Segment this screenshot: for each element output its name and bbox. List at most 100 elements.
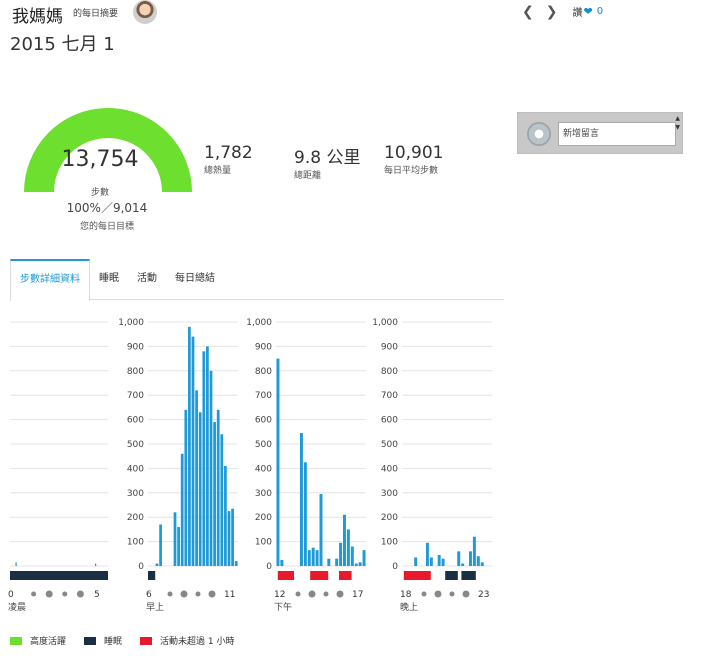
- period-label: 晚上: [400, 602, 418, 613]
- chart-bar: [457, 551, 461, 566]
- chart-bar: [327, 558, 331, 566]
- goal-progress: 100%／9,014: [66, 201, 148, 215]
- detail-tabs: 步數詳細資料 睡眠 活動 每日總結: [10, 259, 504, 301]
- y-tick-label: 200: [381, 513, 398, 523]
- chart-bar: [339, 542, 343, 566]
- y-tick-label: 700: [255, 391, 272, 401]
- stat-calories: 1,782 總熱量: [204, 143, 253, 176]
- hour-dot: [449, 591, 455, 597]
- hour-dot: [195, 591, 201, 597]
- comment-panel: ▲▼: [517, 112, 683, 154]
- hour-dot: [76, 590, 84, 598]
- steps-gauge: [24, 108, 192, 193]
- y-tick-label: 500: [381, 440, 398, 450]
- period-label: 凌晨: [8, 601, 26, 613]
- like-button[interactable]: 讚 ❤ 0: [572, 4, 603, 19]
- legend-item-sleep: 睡眠: [84, 634, 122, 647]
- chart-bar: [180, 453, 184, 566]
- chart-bar: [159, 524, 162, 566]
- user-avatar: [527, 122, 551, 146]
- hour-dot: [180, 590, 188, 598]
- x-end-label: 5: [94, 590, 100, 600]
- y-tick-label: 600: [255, 416, 272, 426]
- y-tick-label: 800: [255, 367, 272, 377]
- y-tick-label: 700: [381, 391, 398, 401]
- hour-dot: [45, 590, 53, 598]
- chart-bar: [220, 434, 224, 566]
- chart-bar: [319, 494, 323, 566]
- chart-bar: [184, 409, 188, 566]
- owner-avatar[interactable]: [133, 0, 157, 24]
- chart-bar: [335, 558, 339, 566]
- stat-label: 總熱量: [204, 166, 232, 176]
- y-tick-label: 400: [381, 464, 398, 474]
- chart-bar: [311, 547, 315, 566]
- stat-value: 1,782: [204, 143, 253, 163]
- y-tick-label: 400: [255, 464, 272, 474]
- chart-bar: [188, 326, 191, 566]
- owner-name: 我媽媽: [12, 7, 63, 27]
- legend-label: 高度活躍: [30, 637, 67, 647]
- chart-bar: [346, 529, 350, 566]
- chart-bar: [280, 559, 284, 566]
- chart-bar: [468, 551, 472, 566]
- y-tick-label: 900: [255, 342, 272, 352]
- chart-bar: [276, 358, 280, 566]
- stat-value: 10,901: [384, 143, 444, 163]
- chart-bar: [354, 563, 358, 566]
- chart-bar: [315, 550, 319, 566]
- chart-bar: [303, 462, 307, 566]
- tab-sleep[interactable]: 睡眠: [99, 273, 119, 284]
- y-tick-label: 600: [127, 416, 144, 426]
- period-label: 下午: [274, 601, 292, 613]
- heart-icon: ❤: [583, 5, 593, 18]
- resize-arrows-icon[interactable]: ▲ ▼: [675, 115, 680, 131]
- sleep-segment: [10, 571, 108, 580]
- x-end-label: 11: [224, 590, 235, 600]
- tab-daily-summary[interactable]: 每日總結: [175, 273, 215, 284]
- chart-bar: [362, 550, 366, 566]
- y-tick-label: 1,000: [118, 318, 144, 328]
- day-navigation: ❮ ❯ 讚 ❤ 0: [522, 3, 603, 20]
- chart-bar: [95, 563, 97, 566]
- steps-unit: 步數: [90, 188, 109, 198]
- tab-step-details[interactable]: 步數詳細資料: [10, 259, 90, 301]
- chart-bar: [342, 514, 346, 566]
- hour-dot: [308, 590, 316, 598]
- y-tick-label: 100: [127, 538, 144, 548]
- chevron-right-icon[interactable]: ❯: [545, 3, 558, 20]
- chart-bar: [216, 409, 220, 566]
- y-tick-label: 1,000: [372, 318, 398, 328]
- y-tick-label: 0: [392, 562, 398, 572]
- sleep-segment: [445, 571, 458, 580]
- hour-dot: [323, 591, 329, 597]
- chart-bar: [202, 351, 206, 566]
- legend-label: 活動未超過 1 小時: [160, 637, 235, 647]
- legend-item-active: 高度活躍: [10, 634, 66, 647]
- comment-input[interactable]: [558, 122, 676, 146]
- page-date: 2015 七月 1: [10, 34, 115, 55]
- chart-bar: [206, 346, 209, 566]
- y-tick-label: 100: [255, 538, 272, 548]
- y-tick-label: 400: [127, 464, 144, 474]
- owner-subtitle: 的每日摘要: [73, 9, 119, 19]
- chart-bar: [299, 433, 303, 566]
- legend-swatch: [140, 636, 153, 645]
- hour-dot: [167, 591, 173, 597]
- inactive-segment: [403, 571, 431, 580]
- hour-dot: [208, 590, 216, 598]
- chart-bar: [358, 562, 362, 566]
- x-start-label: 0: [8, 590, 14, 600]
- chart-bar: [15, 562, 17, 566]
- chevron-left-icon[interactable]: ❮: [522, 3, 534, 20]
- chart-bar: [350, 546, 354, 566]
- chart-bar: [437, 555, 441, 566]
- tab-activity[interactable]: 活動: [137, 273, 157, 284]
- x-start-label: 12: [274, 590, 285, 600]
- y-tick-label: 300: [381, 489, 398, 499]
- chart-bar: [234, 561, 238, 566]
- legend-swatch: [84, 636, 97, 645]
- stat-label: 總距離: [294, 171, 322, 181]
- chart-bar: [480, 562, 484, 566]
- goal-label: 您的每日目標: [79, 222, 134, 232]
